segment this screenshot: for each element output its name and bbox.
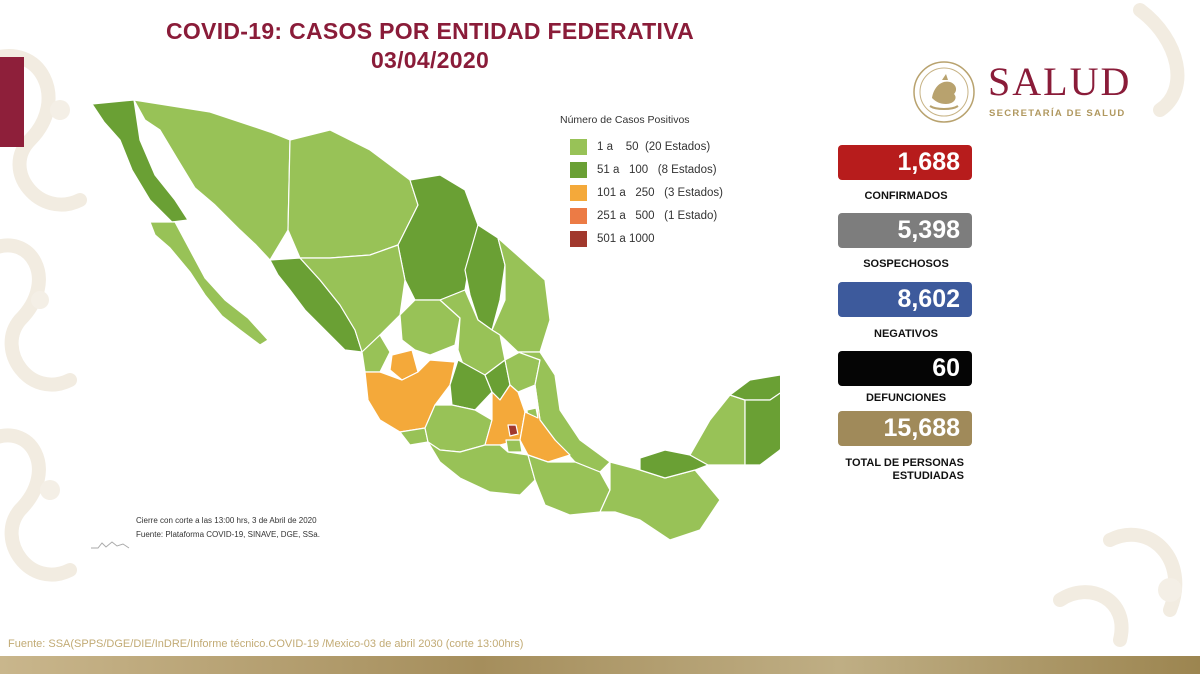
legend-label: 101 a 250 (3 Estados)	[597, 186, 723, 199]
suspected-count: 5,398	[838, 213, 972, 248]
legend-label: 251 a 500 (1 Estado)	[597, 209, 718, 222]
legend-swatch	[570, 138, 587, 155]
sonora	[133, 99, 291, 261]
legend-swatch	[570, 230, 587, 247]
baja-california-sur	[149, 221, 269, 346]
total-studied-label-line2: ESTUDIADAS	[892, 470, 964, 482]
deaths-count: 60	[838, 351, 972, 386]
page-date: 03/04/2020	[370, 47, 490, 73]
mexico-map	[91, 99, 780, 541]
michoacan	[424, 404, 493, 453]
tabasco	[639, 449, 709, 479]
durango	[299, 244, 406, 353]
salud-wordmark: SALUD	[988, 59, 1132, 104]
legend-item: 1 a 50 (20 Estados)	[560, 135, 760, 158]
accent-bar	[0, 57, 24, 147]
source-note: Fuente: Plataforma COVID-19, SINAVE, DGE…	[136, 530, 320, 539]
negative-label: NEGATIVOS	[874, 328, 938, 340]
footer-source: Fuente: SSA(SPPS/DGE/DIE/InDRE/Informe t…	[8, 638, 524, 650]
salud-subtitle: SECRETARÍA DE SALUD	[989, 108, 1126, 119]
morelos	[505, 439, 523, 453]
page-title: COVID-19: CASOS POR ENTIDAD FEDERATIVA	[165, 18, 695, 44]
legend-item: 51 a 100 (8 Estados)	[560, 158, 760, 181]
mexican-coat-of-arms-seal-icon	[913, 61, 975, 123]
zacatecas	[399, 299, 461, 356]
campeche	[689, 394, 746, 466]
total-studied-label: TOTAL DE PERSONAS ESTUDIADAS	[820, 457, 964, 483]
estado-de-mexico	[484, 384, 526, 446]
nayarit	[361, 334, 391, 373]
map-legend: Número de Casos Positivos 1 a 50 (20 Est…	[560, 114, 760, 250]
quintana-roo	[744, 392, 780, 466]
legend-item: 501 a 1000	[560, 227, 760, 250]
salud-logo: SALUD SECRETARÍA DE SALUD	[912, 58, 1162, 128]
negative-count: 8,602	[838, 282, 972, 317]
bottom-strip	[0, 656, 1200, 674]
legend-label: 1 a 50 (20 Estados)	[597, 140, 711, 153]
mini-sparkline-icon	[91, 541, 130, 549]
legend-item: 101 a 250 (3 Estados)	[560, 181, 760, 204]
legend-swatch	[570, 161, 587, 178]
total-studied-label-line1: TOTAL DE PERSONAS	[845, 457, 964, 469]
legend-swatch	[570, 207, 587, 224]
baja-california	[91, 99, 189, 223]
suspected-label: SOSPECHOSOS	[863, 258, 949, 270]
yucatan	[729, 374, 780, 401]
confirmed-label: CONFIRMADOS	[864, 190, 948, 202]
ciudad-de-mexico	[507, 424, 519, 437]
legend-title: Número de Casos Positivos	[560, 114, 690, 126]
legend-swatch	[570, 184, 587, 201]
legend-label: 501 a 1000	[597, 232, 655, 245]
confirmed-count: 1,688	[838, 145, 972, 180]
deaths-label: DEFUNCIONES	[865, 392, 947, 404]
chihuahua	[287, 129, 419, 259]
legend-label: 51 a 100 (8 Estados)	[597, 163, 717, 176]
cutoff-note: Cierre con corte a las 13:00 hrs, 3 de A…	[136, 516, 317, 525]
total-studied-count: 15,688	[838, 411, 972, 446]
legend-item: 251 a 500 (1 Estado)	[560, 204, 760, 227]
